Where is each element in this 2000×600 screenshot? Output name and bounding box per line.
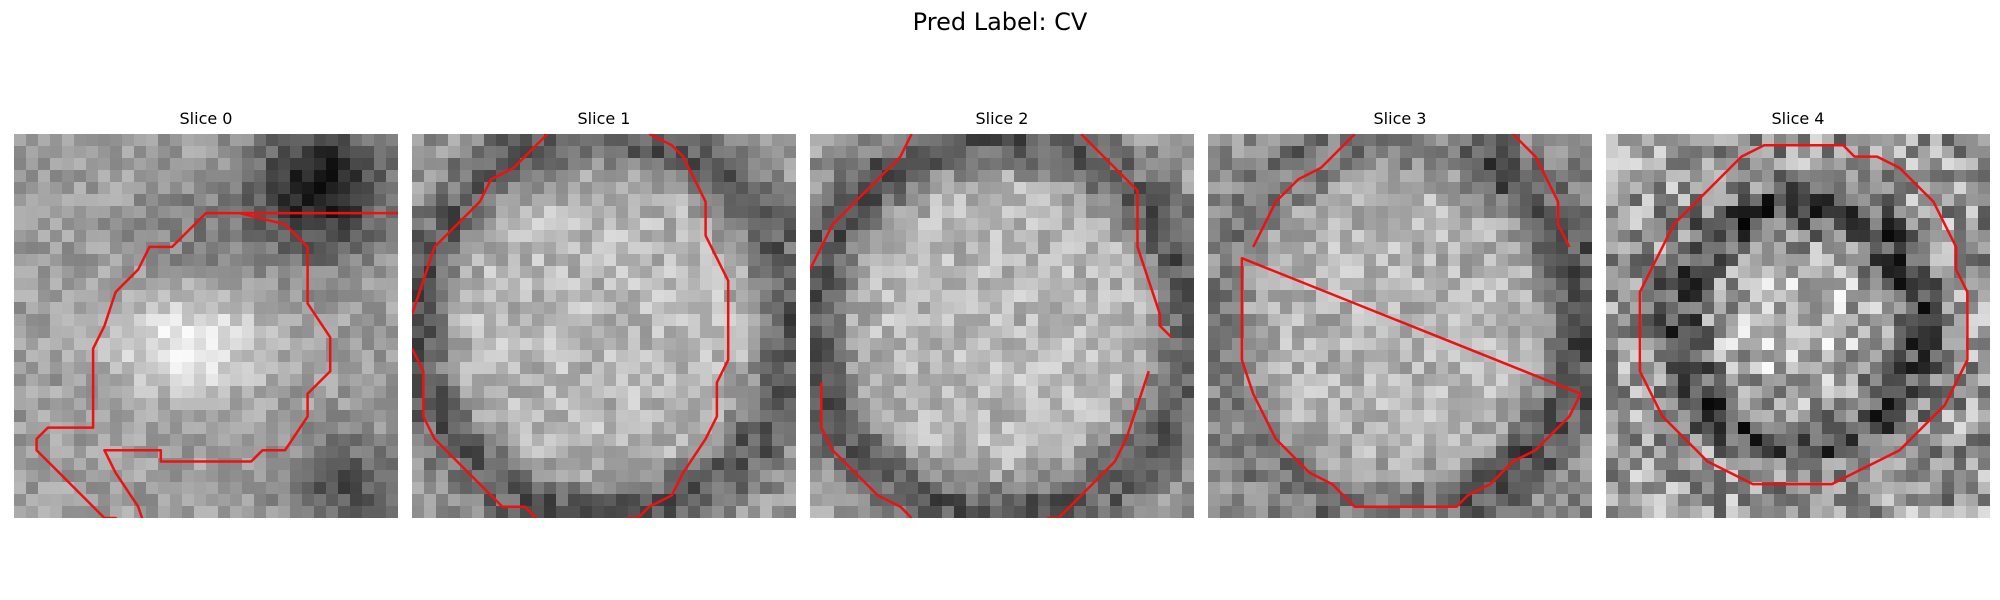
slice-image-3: [1208, 134, 1592, 518]
slice-panel-2: Slice 2: [810, 108, 1194, 522]
slice-panel-4: Slice 4: [1606, 108, 1990, 522]
slice-pixels-1: [412, 134, 796, 518]
slice-title: Slice 4: [1771, 109, 1825, 128]
slice-pixels-3: [1208, 134, 1592, 518]
slice-title: Slice 0: [179, 109, 233, 128]
slice-panel-3: Slice 3: [1208, 108, 1592, 522]
slice-panel-0: Slice 0: [14, 108, 398, 522]
slice-image-4: [1606, 134, 1990, 518]
segmentation-contour: [1638, 144, 1969, 486]
slice-title: Slice 3: [1373, 109, 1427, 128]
segmentation-contour: [810, 134, 1173, 518]
slice-panel-1: Slice 1: [412, 108, 796, 522]
slice-image-1: [412, 134, 796, 518]
slice-pixels-4: [1606, 134, 1990, 518]
segmentation-contour: [1240, 134, 1582, 508]
segmentation-contour: [35, 211, 398, 518]
slice-pixels-0: [14, 134, 398, 518]
slice-pixels-2: [810, 134, 1194, 518]
slice-title: Slice 2: [975, 109, 1029, 128]
slice-image-0: [14, 134, 398, 518]
figure-title: Pred Label: CV: [912, 8, 1088, 36]
slice-image-2: [810, 134, 1194, 518]
segmentation-contour: [412, 134, 730, 518]
slice-title: Slice 1: [577, 109, 631, 128]
